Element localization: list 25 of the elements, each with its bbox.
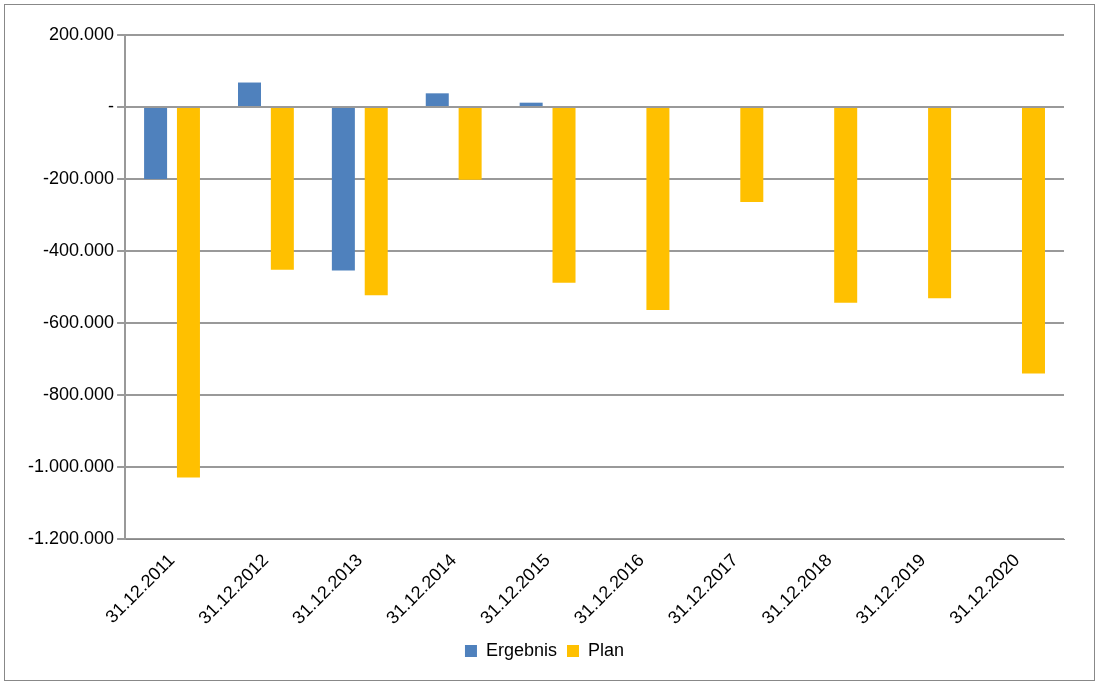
- bar: [270, 108, 294, 270]
- y-tick-label: -1.200.000: [27, 527, 115, 548]
- bar: [364, 108, 388, 296]
- bar: [331, 108, 355, 271]
- bar: [237, 82, 261, 106]
- bar: [740, 108, 764, 203]
- legend-label: Plan: [588, 639, 625, 660]
- bar: [552, 108, 576, 283]
- y-tick-label: -200.000: [43, 167, 115, 188]
- bar: [928, 108, 952, 299]
- y-tick-label: -: [108, 95, 115, 116]
- bar: [834, 108, 858, 303]
- y-tick-label: -400.000: [43, 239, 115, 260]
- y-tick-label: -600.000: [43, 311, 115, 332]
- y-tick-label: -800.000: [43, 383, 115, 404]
- y-tick-label: -1.000.000: [27, 455, 115, 476]
- y-tick-label: 200.000: [48, 23, 115, 44]
- bar: [425, 93, 449, 106]
- legend-label: Ergebnis: [485, 639, 558, 660]
- bar: [458, 108, 482, 180]
- bar: [176, 108, 200, 478]
- bar: [646, 108, 670, 311]
- bar: [519, 102, 543, 106]
- bar: [144, 108, 168, 180]
- bar: [1021, 108, 1045, 374]
